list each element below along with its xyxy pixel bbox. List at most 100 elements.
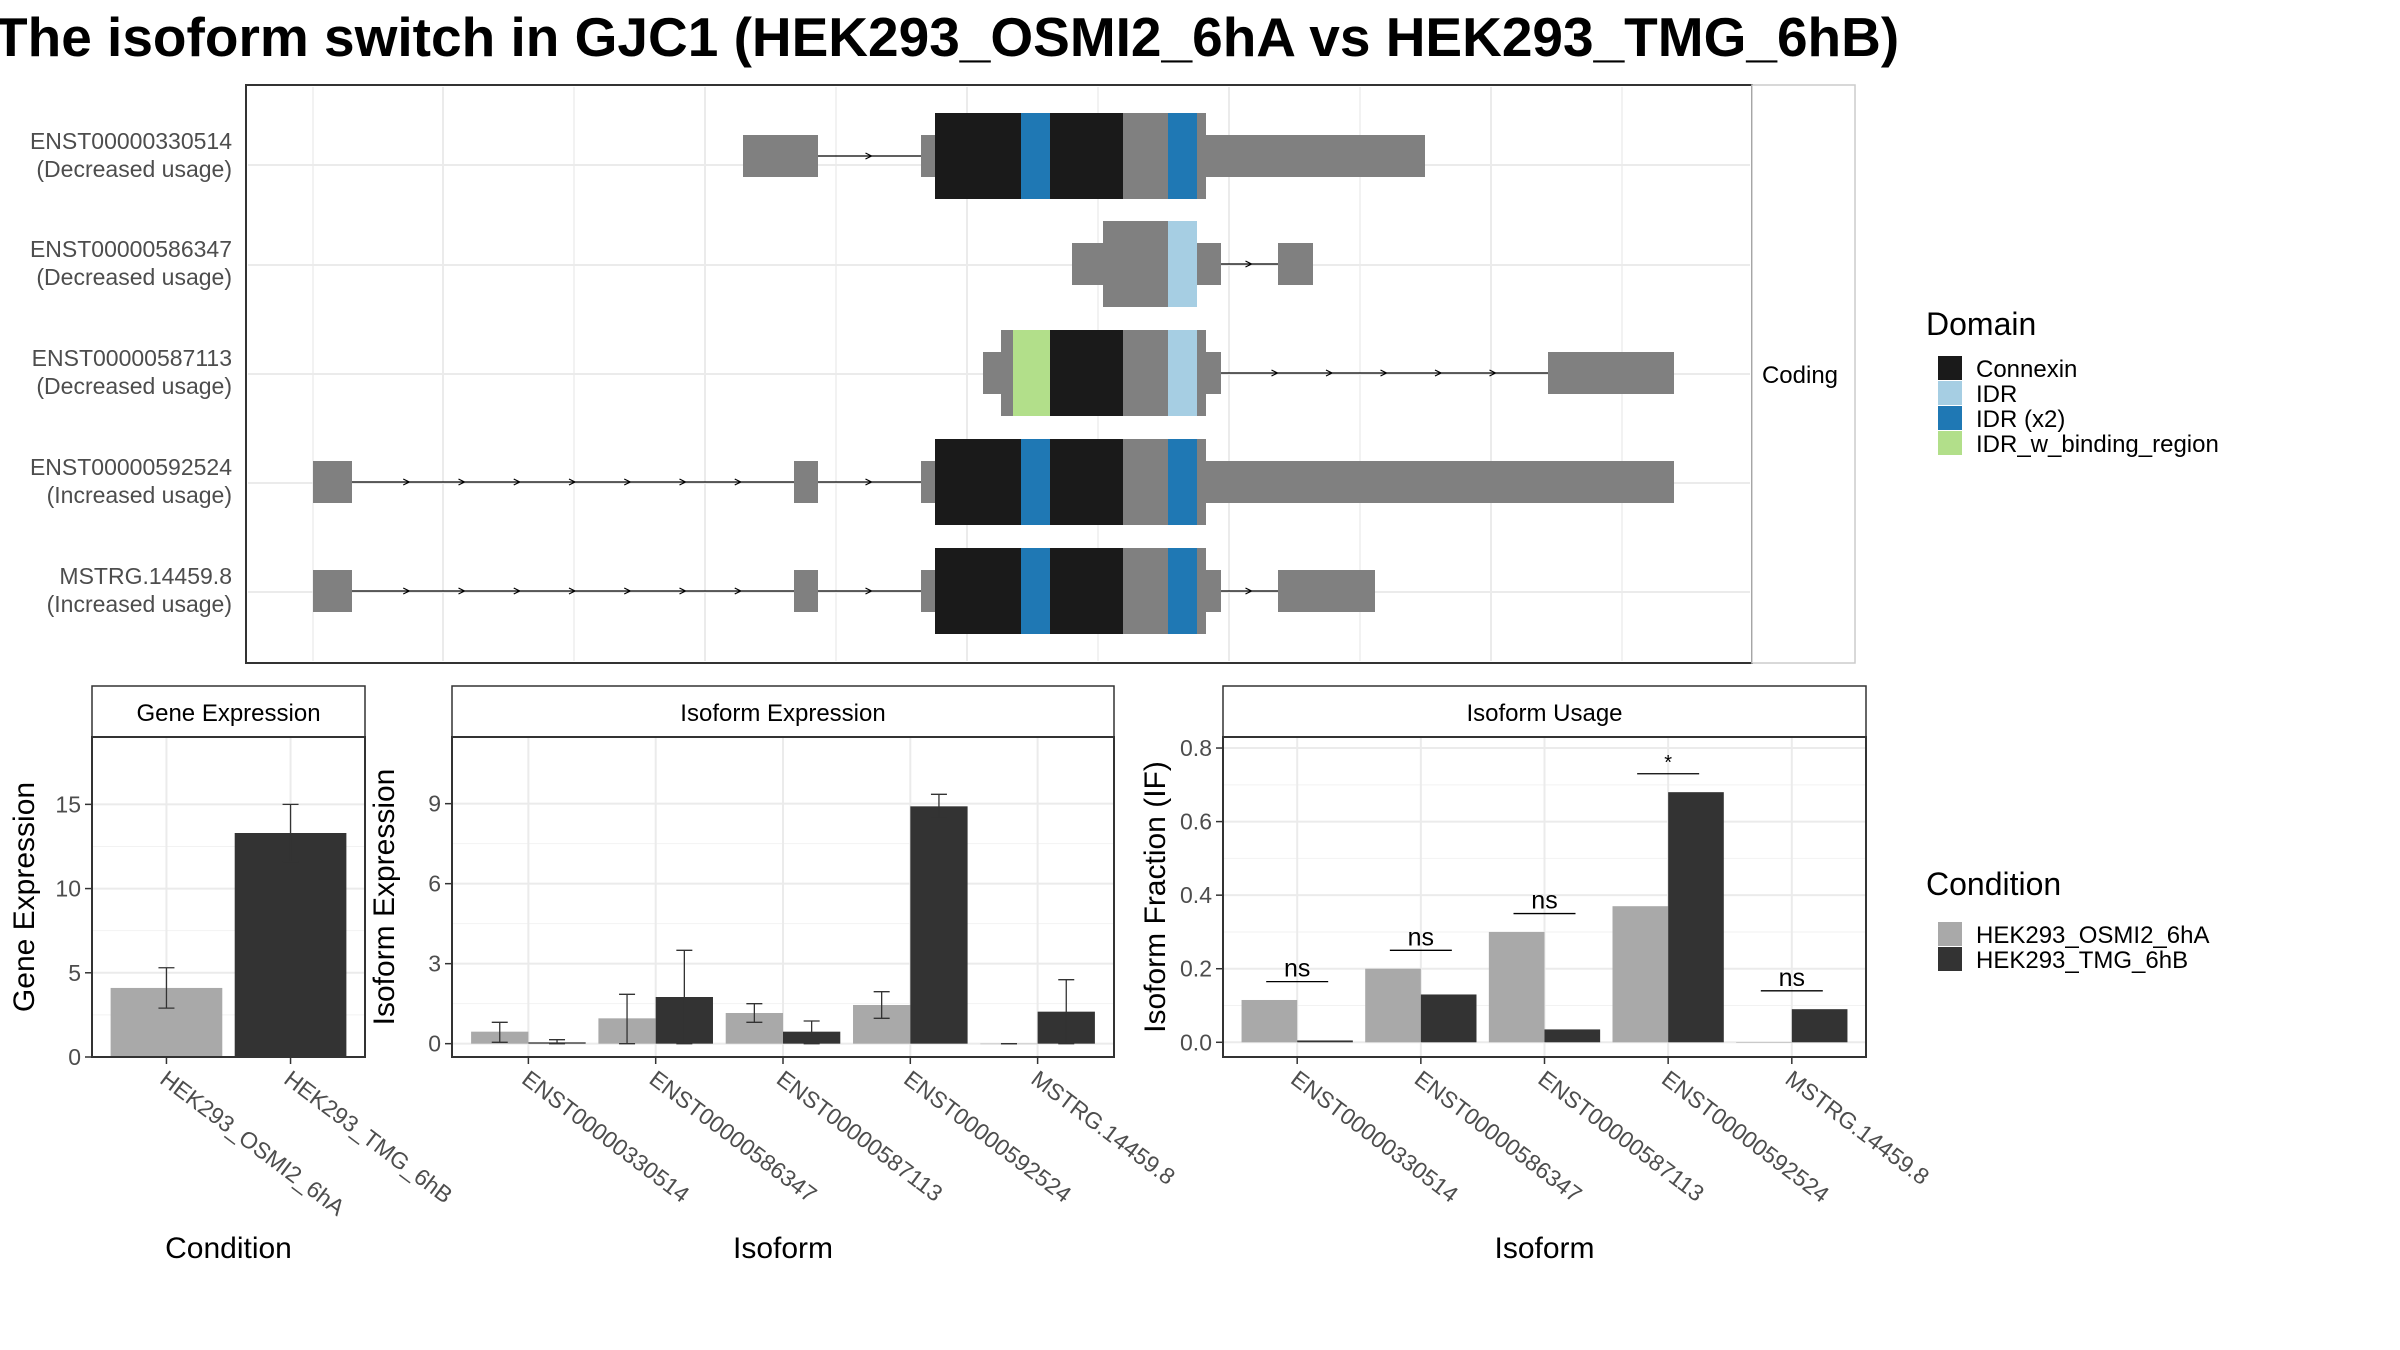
x-axis-title: Isoform: [733, 1232, 833, 1265]
exon-segment: [935, 548, 1021, 634]
y-tick-label: 9: [428, 791, 441, 817]
intron-arrow: [1245, 260, 1253, 268]
significance-label: ns: [1284, 955, 1310, 983]
data-bar: [1791, 1009, 1848, 1043]
panel-strip: [91, 685, 366, 738]
exon-segment: [1050, 330, 1123, 416]
y-tick-label: 0.6: [1180, 809, 1212, 835]
x-axis-title: Condition: [165, 1232, 292, 1265]
exon-segment: [1021, 113, 1050, 199]
domain-legend-title: Domain: [1926, 306, 2036, 342]
data-bar: [910, 806, 968, 1044]
exon-segment: [935, 113, 1021, 199]
transcript-id-label: MSTRG.14459.8: [59, 563, 232, 589]
transcript-id-label: ENST00000587113: [32, 345, 232, 371]
data-bar: [1420, 994, 1477, 1043]
intron-arrow: [623, 478, 632, 486]
exon-segment: [1050, 548, 1123, 634]
isoform-usage-panel: Isoform Usagensnsns*ns0.00.20.40.60.8ENS…: [1139, 685, 1934, 1265]
data-bar: [1365, 968, 1421, 1043]
exon-segment: [921, 135, 935, 177]
significance-label: ns: [1531, 887, 1557, 915]
exon-segment: [1001, 330, 1013, 416]
exon-segment: [1548, 352, 1674, 394]
panel-border: [91, 736, 366, 1058]
significance-label: ns: [1779, 964, 1805, 992]
domain-legend-label: Connexin: [1976, 356, 2077, 383]
panel-title: Isoform Expression: [680, 700, 885, 727]
intron-arrow: [1489, 369, 1497, 377]
y-axis-title: Isoform Fraction (IF): [1139, 761, 1172, 1033]
y-axis-title: Gene Expression: [8, 782, 41, 1012]
data-bar: [1668, 792, 1724, 1043]
exon-segment: [1168, 113, 1197, 199]
y-tick-label: 0.8: [1180, 735, 1212, 761]
exon-segment: [983, 352, 1001, 394]
exon-segment: [1206, 352, 1221, 394]
domain-legend-key: [1938, 356, 1962, 380]
data-bar: [234, 833, 347, 1057]
data-bar: [1544, 1029, 1601, 1043]
y-tick-label: 0.4: [1180, 882, 1212, 908]
condition-legend-label: HEK293_OSMI2_6hA: [1976, 922, 2209, 949]
transcript-usage-label: (Decreased usage): [36, 264, 232, 290]
exon-segment: [1197, 439, 1206, 525]
domain-legend-key: [1938, 431, 1962, 455]
domain-legend-label: IDR_w_binding_region: [1976, 431, 2219, 458]
domain-legend-label: IDR: [1976, 381, 2017, 408]
exon-segment: [313, 461, 352, 503]
transcript-id-label: ENST00000586347: [30, 236, 232, 262]
data-bar: [1736, 1042, 1792, 1043]
panel-title: Isoform Usage: [1466, 700, 1622, 727]
y-tick-label: 3: [428, 951, 441, 977]
transcript-usage-label: (Increased usage): [47, 482, 232, 508]
intron-arrow: [734, 587, 743, 595]
figure-title: The isoform switch in GJC1 (HEK293_OSMI2…: [0, 6, 1899, 68]
x-axis-title: Isoform: [1494, 1232, 1594, 1265]
condition-legend-label: HEK293_TMG_6hB: [1976, 947, 2188, 974]
y-axis-title: Isoform Expression: [368, 769, 401, 1026]
domain-legend-key: [1938, 381, 1962, 405]
condition-legend-key: [1938, 922, 1962, 946]
y-tick-label: 0.2: [1180, 956, 1212, 982]
exon-segment: [1278, 570, 1375, 612]
intron-arrow: [513, 587, 522, 595]
exon-segment: [921, 570, 935, 612]
intron-arrow: [1245, 587, 1253, 595]
intron-arrow: [1434, 369, 1443, 377]
exon-segment: [794, 570, 818, 612]
exon-segment: [794, 461, 818, 503]
intron-arrow: [679, 587, 687, 595]
exon-segment: [1197, 330, 1206, 416]
data-bar: [1488, 931, 1545, 1043]
exon-segment: [935, 439, 1021, 525]
intron-arrow: [623, 587, 632, 595]
domain-legend-key: [1938, 406, 1962, 430]
significance-label: ns: [1408, 923, 1434, 951]
intron-arrow: [402, 587, 411, 595]
y-tick-label: 5: [68, 960, 81, 986]
intron-arrow: [865, 478, 873, 486]
y-tick-label: 10: [55, 876, 81, 902]
intron-arrow: [734, 478, 743, 486]
intron-arrow: [679, 478, 687, 486]
intron-arrow: [458, 478, 466, 486]
exon-segment: [1021, 548, 1050, 634]
exon-segment: [1168, 221, 1197, 307]
transcript-usage-label: (Increased usage): [47, 591, 232, 617]
exon-segment: [1206, 461, 1674, 503]
intron-arrow: [568, 587, 577, 595]
exon-segment: [1050, 113, 1123, 199]
transcript-id-label: ENST00000592524: [30, 454, 232, 480]
exon-segment: [921, 461, 935, 503]
exon-segment: [1197, 243, 1221, 285]
transcript-structure-panel: Coding ENST00000330514(Decreased usage)E…: [30, 84, 1856, 664]
structure-strip: [1751, 84, 1856, 664]
intron-arrow: [402, 478, 411, 486]
data-bar: [1297, 1040, 1353, 1043]
data-bar: [1241, 999, 1298, 1043]
exon-segment: [313, 570, 352, 612]
exon-segment: [1278, 243, 1313, 285]
